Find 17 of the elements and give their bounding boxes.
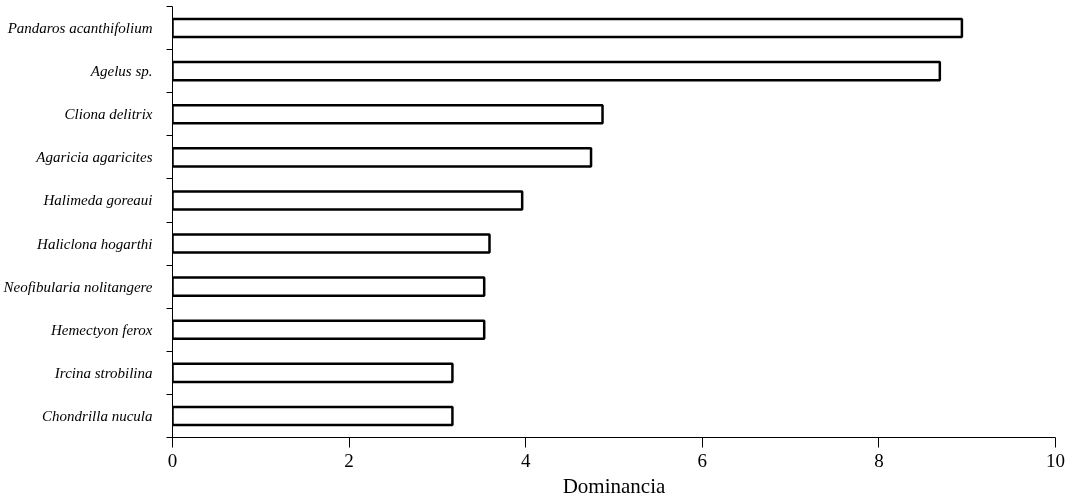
x-tick-label: 8 bbox=[874, 449, 884, 471]
x-tick-label: 10 bbox=[1046, 449, 1065, 471]
y-tick-label: Haliclona hogarthi bbox=[36, 235, 153, 252]
x-axis-title: Dominancia bbox=[562, 473, 666, 498]
y-tick-label: Chondrilla nucula bbox=[42, 407, 153, 424]
y-tick-label: Agelus sp. bbox=[89, 63, 153, 80]
y-tick-label: Agaricia agaricites bbox=[35, 149, 153, 166]
x-tick-label: 4 bbox=[520, 449, 531, 471]
x-tick-label: 6 bbox=[697, 449, 708, 471]
y-tick-label: Pandaros acanthifolium bbox=[6, 20, 153, 37]
x-tick-label: 2 bbox=[344, 449, 354, 471]
y-tick-label: Halimeda goreaui bbox=[42, 192, 153, 209]
y-tick-label: Hemectyon ferox bbox=[50, 321, 153, 338]
y-tick-label: Neofibularia nolitangere bbox=[2, 278, 153, 295]
y-tick-label: Ircina strobilina bbox=[53, 364, 153, 381]
x-tick-label: 0 bbox=[167, 449, 178, 471]
y-tick-label: Cliona delitrix bbox=[64, 106, 153, 123]
